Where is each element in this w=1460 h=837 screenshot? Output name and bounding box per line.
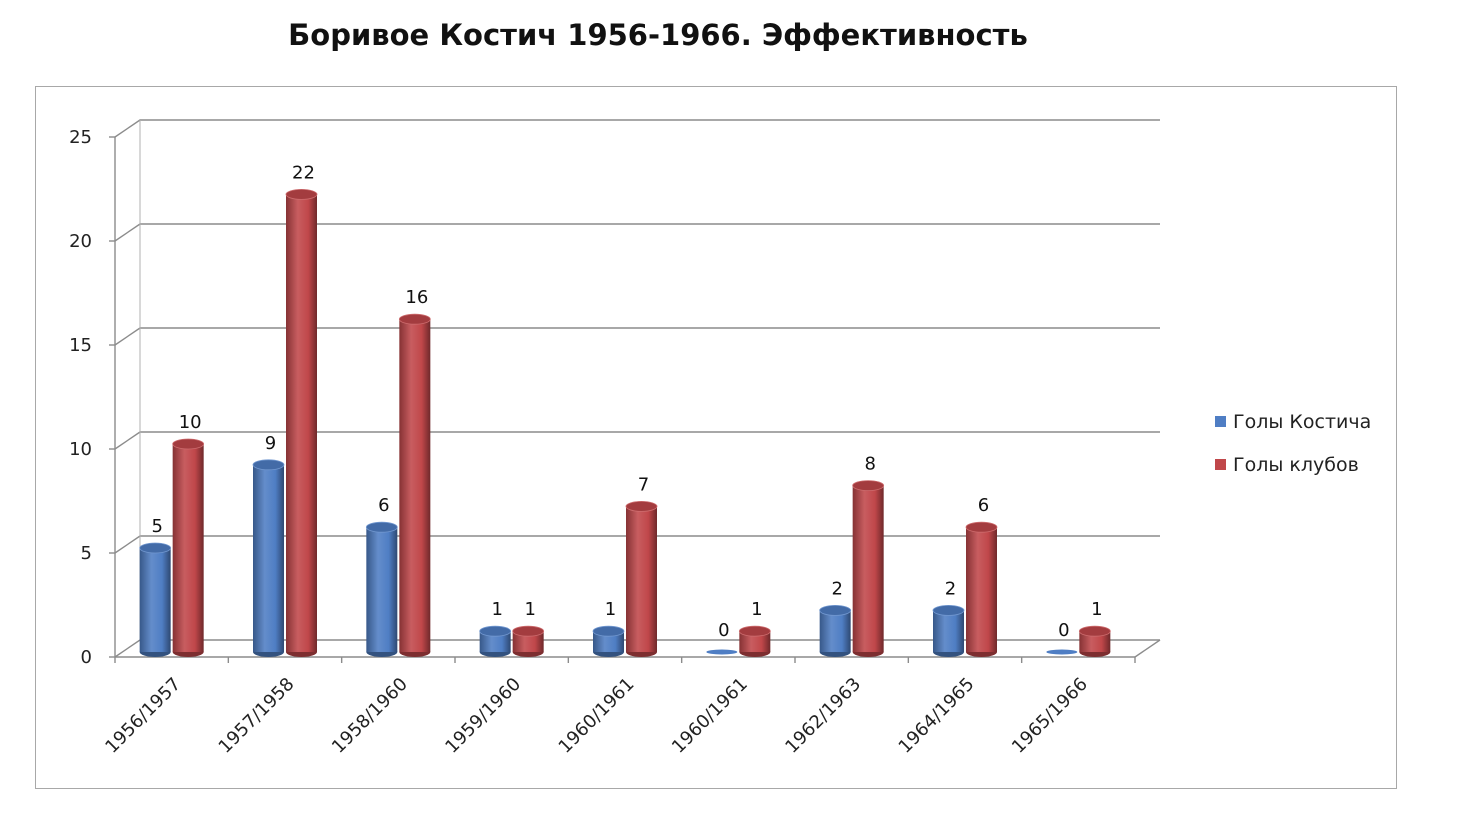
legend: Голы Костича Голы клубов xyxy=(1215,400,1371,486)
data-label: 2 xyxy=(945,578,956,599)
bar-kostic-6 xyxy=(819,605,852,657)
bar-club-1 xyxy=(285,188,318,657)
legend-item: Голы Костича xyxy=(1215,400,1371,443)
legend-item: Голы клубов xyxy=(1215,443,1371,486)
y-tick-label: 5 xyxy=(81,543,92,564)
bar-kostic-7 xyxy=(932,605,965,657)
chart-frame xyxy=(35,86,1397,789)
bar-club-0 xyxy=(172,438,205,657)
gridline-5 xyxy=(114,119,1160,138)
gridline-3 xyxy=(114,327,1160,346)
data-label: 1 xyxy=(491,599,502,620)
data-label: 0 xyxy=(718,620,729,641)
data-label: 1 xyxy=(605,599,616,620)
chart-title: Боривое Костич 1956-1966. Эффективность xyxy=(288,18,1028,52)
bar-kostic-2 xyxy=(365,521,398,657)
legend-label: Голы Костича xyxy=(1233,410,1372,433)
floor-edge xyxy=(1134,639,1161,658)
x-tick-label: 1956/1957 xyxy=(101,674,185,758)
data-label: 1 xyxy=(1091,599,1102,620)
bar-kostic-0 xyxy=(139,542,172,657)
y-tick-label: 20 xyxy=(69,231,92,252)
data-label: 8 xyxy=(864,454,875,475)
y-tick-label: 10 xyxy=(69,439,92,460)
legend-swatch xyxy=(1215,459,1226,470)
data-label: 10 xyxy=(179,412,202,433)
bar-kostic-8 xyxy=(1046,649,1078,655)
bar-club-2 xyxy=(398,313,431,657)
data-label: 0 xyxy=(1058,620,1069,641)
data-label: 6 xyxy=(378,495,389,516)
legend-label: Голы клубов xyxy=(1233,453,1359,476)
y-tick-label: 15 xyxy=(69,335,92,356)
x-tick-label: 1965/1966 xyxy=(1008,674,1092,758)
data-label: 6 xyxy=(978,495,989,516)
data-label: 2 xyxy=(831,578,842,599)
x-tick-label: 1960/1961 xyxy=(555,674,639,758)
data-label: 1 xyxy=(751,599,762,620)
data-label: 16 xyxy=(405,287,428,308)
bar-kostic-5 xyxy=(706,649,738,655)
x-tick-label: 1962/1963 xyxy=(781,674,865,758)
x-tick-label: 1960/1961 xyxy=(668,674,752,758)
data-label: 7 xyxy=(638,474,649,495)
y-tick-label: 25 xyxy=(69,127,92,148)
data-label: 5 xyxy=(151,516,162,537)
bar-kostic-1 xyxy=(252,459,285,657)
bar-club-7 xyxy=(965,521,998,657)
x-tick-label: 1957/1958 xyxy=(215,674,299,758)
bar-club-5 xyxy=(738,625,771,657)
bar-club-6 xyxy=(852,480,885,657)
y-tick-label: 0 xyxy=(81,647,92,668)
data-label: 22 xyxy=(292,162,315,183)
data-label: 9 xyxy=(265,433,276,454)
data-label: 1 xyxy=(524,599,535,620)
x-tick-label: 1964/1965 xyxy=(895,674,979,758)
x-tick-label: 1959/1960 xyxy=(441,674,525,758)
bar-kostic-4 xyxy=(592,625,625,657)
bar-kostic-3 xyxy=(479,625,512,657)
bar-club-8 xyxy=(1078,625,1111,657)
x-tick-label: 1958/1960 xyxy=(328,674,412,758)
bar-club-4 xyxy=(625,500,658,657)
bar-club-3 xyxy=(512,625,545,657)
legend-swatch xyxy=(1215,416,1226,427)
gridline-4 xyxy=(114,223,1160,242)
